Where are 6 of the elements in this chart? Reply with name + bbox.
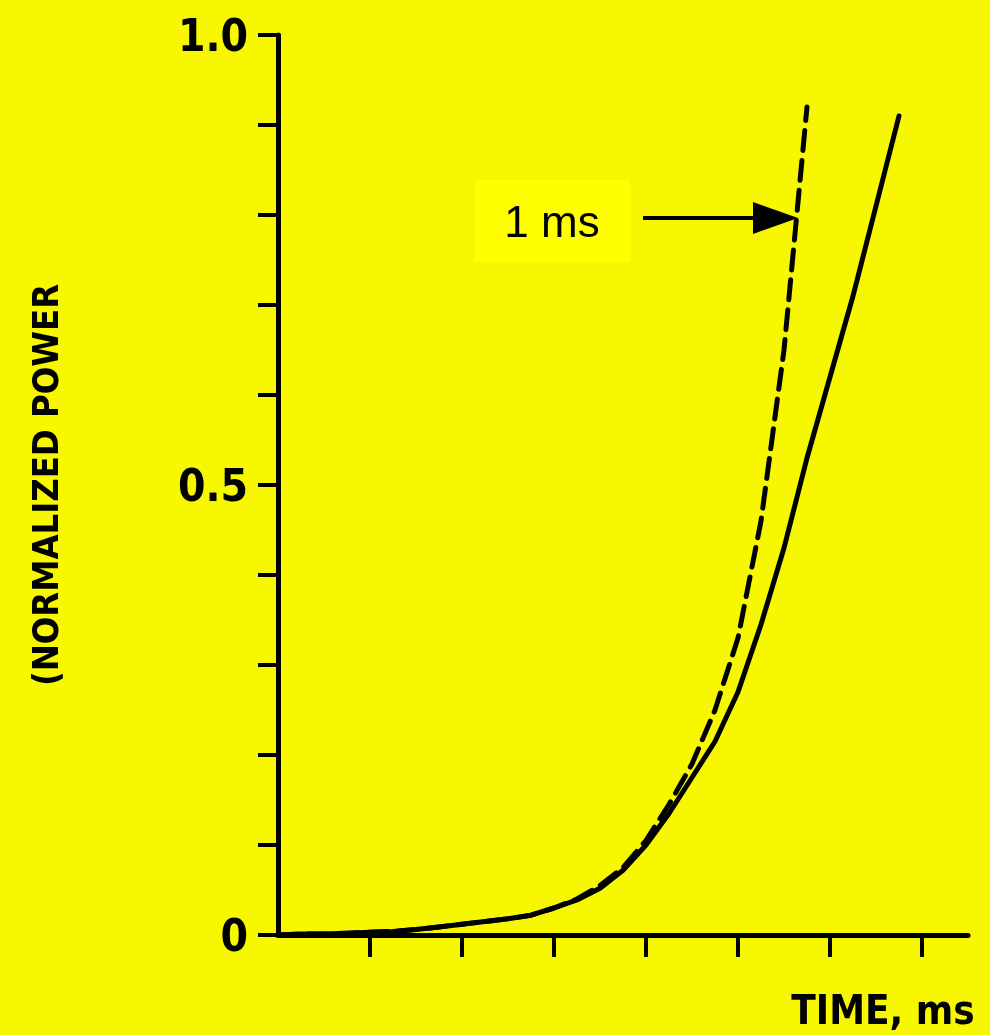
y-tick-label: 0.5 bbox=[177, 459, 248, 511]
y-tick-label: 1.0 bbox=[177, 9, 248, 61]
annotation: 1 ms bbox=[504, 196, 600, 246]
y-tick-label: 0 bbox=[220, 909, 248, 961]
y-axis-title: (NORMALIZED POWER bbox=[24, 283, 66, 687]
x-axis-title: TIME, ms bbox=[791, 987, 975, 1033]
